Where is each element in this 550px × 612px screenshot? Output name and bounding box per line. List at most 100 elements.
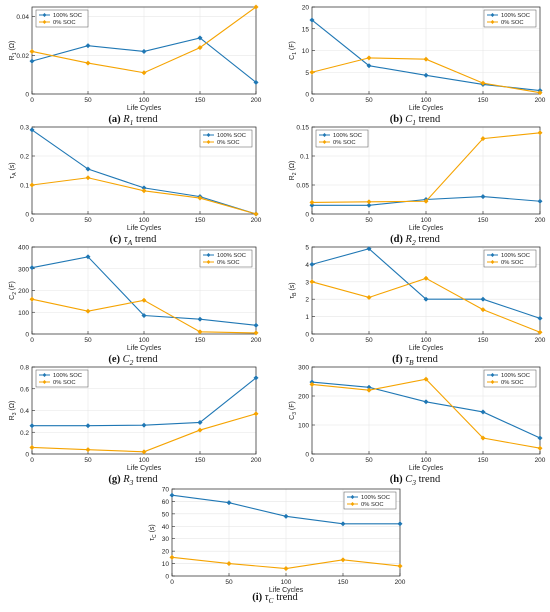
x-tick-label: 150 <box>195 217 206 224</box>
x-tick-label: 50 <box>84 97 92 104</box>
data-point-soc100 <box>29 423 35 429</box>
data-point-soc0 <box>29 296 35 302</box>
y-tick-label: 100 <box>298 423 309 430</box>
caption-symbol: C <box>405 114 413 125</box>
x-tick-label: 100 <box>139 337 150 344</box>
data-point-soc100 <box>366 246 372 252</box>
x-tick-label: 100 <box>421 337 432 344</box>
caption-subscript: 2 <box>129 358 134 368</box>
y-axis-label-unit: (F) <box>9 281 16 292</box>
data-point-soc0 <box>397 563 403 569</box>
chart-panel-e: 0 100 200 300 400 0 50 100 150 200 Life Cycles C2 (… <box>2 242 264 372</box>
data-point-soc0 <box>29 444 35 451</box>
caption-text: trend <box>415 234 440 245</box>
data-point-soc0 <box>480 136 486 142</box>
y-tick-label: 0 <box>165 574 169 581</box>
x-tick-label: 0 <box>310 337 314 344</box>
data-point-soc100 <box>366 202 372 208</box>
legend-box <box>343 491 397 510</box>
x-tick-label: 0 <box>310 457 314 464</box>
data-point-soc100 <box>423 399 429 405</box>
data-point-soc100 <box>29 58 35 64</box>
caption-letter: (d) <box>390 234 403 245</box>
data-point-soc100 <box>141 422 147 428</box>
x-tick-label: 0 <box>310 97 314 104</box>
data-point-soc0 <box>253 411 259 417</box>
data-point-soc0 <box>197 427 203 433</box>
caption-text: trend <box>133 474 158 485</box>
data-point-soc0 <box>29 182 35 188</box>
y-axis-label-symbol: R <box>9 415 16 420</box>
y-tick-label: 0.2 <box>20 154 29 161</box>
caption-letter: (c) <box>109 234 122 245</box>
data-point-soc100 <box>197 316 203 322</box>
data-point-soc100 <box>366 63 372 69</box>
chart-svg-d: 0 0.05 0.1 0.15 0 50 100 150 200 Life Cycles R2 (Ω… <box>289 125 546 233</box>
legend-label: 0% SOC <box>361 502 384 508</box>
y-axis-label-unit: (F) <box>289 41 296 52</box>
data-point-soc0 <box>423 275 429 281</box>
legend-label: 0% SOC <box>501 20 524 26</box>
y-axis-label-subscript: B <box>292 292 298 296</box>
y-axis-label-symbol: R <box>9 55 16 60</box>
chart-panel-d: 0 0.05 0.1 0.15 0 50 100 150 200 Life Cycles R2 (Ω… <box>282 122 548 252</box>
y-tick-label: 3 <box>305 279 309 286</box>
y-axis-label-unit: (Ω) <box>9 41 16 53</box>
chart-panel-g: 0 0.2 0.4 0.6 0.8 0 50 100 150 200 Life Cycles R3 (… <box>2 362 264 492</box>
legend-label: 100% SOC <box>501 13 530 19</box>
data-point-soc0 <box>169 554 175 560</box>
data-point-soc100 <box>85 166 91 172</box>
x-tick-label: 0 <box>170 579 174 586</box>
data-point-soc100 <box>480 194 486 200</box>
y-tick-label: 50 <box>162 511 170 518</box>
x-tick-label: 150 <box>478 337 489 344</box>
legend-label: 100% SOC <box>53 373 82 379</box>
y-axis-label: C1 (F) <box>289 41 298 60</box>
data-point-soc0 <box>480 435 486 441</box>
y-tick-label: 1 <box>305 314 309 321</box>
x-tick-label: 150 <box>338 579 349 586</box>
data-point-soc100 <box>197 419 203 426</box>
x-tick-label: 200 <box>251 217 262 224</box>
chart-svg-e: 0 100 200 300 400 0 50 100 150 200 Life Cycles C2 (… <box>9 245 262 353</box>
legend-swatch-marker <box>490 20 495 24</box>
x-tick-label: 200 <box>251 337 262 344</box>
data-point-soc0 <box>366 294 372 301</box>
y-tick-label: 0 <box>25 92 29 99</box>
caption-subscript: 2 <box>411 238 416 248</box>
data-point-soc0 <box>85 60 91 66</box>
x-tick-label: 200 <box>535 97 546 104</box>
caption-subscript: 3 <box>129 478 134 488</box>
caption-text: trend <box>133 114 158 125</box>
chart-panel-c: 0 0.1 0.2 0.3 0 50 100 150 200 Life Cycles τA (s) 1… <box>2 122 264 252</box>
caption-g: (g) R3 trend <box>2 474 264 487</box>
legend-swatch-marker <box>350 495 355 499</box>
chart-svg-g: 0 0.2 0.4 0.6 0.8 0 50 100 150 200 Life Cycles R3 (… <box>9 365 262 473</box>
x-tick-label: 200 <box>251 97 262 104</box>
legend-label: 0% SOC <box>333 140 356 146</box>
x-tick-label: 0 <box>310 217 314 224</box>
y-tick-label: 200 <box>298 394 309 401</box>
caption-subscript: 3 <box>412 478 417 488</box>
legend-swatch-marker <box>322 133 327 137</box>
caption-i: (i) τC trend <box>142 592 408 605</box>
x-tick-label: 150 <box>478 217 489 224</box>
y-tick-label: 0.05 <box>296 183 309 190</box>
legend-label: 0% SOC <box>53 380 76 386</box>
x-tick-label: 150 <box>195 97 206 104</box>
data-point-soc0 <box>197 329 203 335</box>
caption-d: (d) R2 trend <box>282 234 548 247</box>
x-tick-label: 100 <box>139 457 150 464</box>
legend-box <box>483 249 537 268</box>
y-tick-label: 40 <box>162 524 170 531</box>
y-tick-label: 0.8 <box>20 365 29 372</box>
x-tick-label: 150 <box>195 457 206 464</box>
data-point-soc100 <box>340 521 346 527</box>
legend-box <box>35 9 89 28</box>
data-point-soc0 <box>537 90 543 96</box>
x-tick-label: 50 <box>84 457 92 464</box>
data-point-soc0 <box>141 188 147 194</box>
y-tick-label: 0 <box>25 332 29 339</box>
